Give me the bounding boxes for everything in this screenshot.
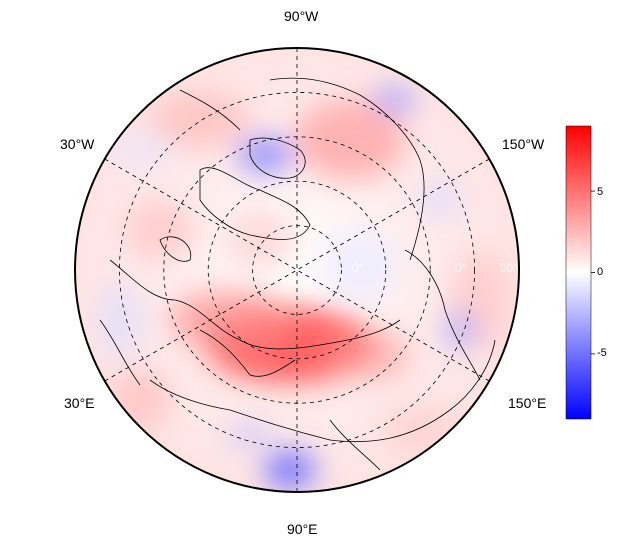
colorbar — [565, 125, 595, 420]
lon-label-150e: 150°E — [508, 395, 547, 411]
lon-label-30w: 30°W — [60, 136, 95, 152]
colorbar-gradient — [565, 125, 592, 420]
inner-faint-label-1: 0° — [352, 261, 364, 275]
latitude-circle-4 — [118, 91, 476, 449]
latitude-circle-2 — [207, 180, 387, 360]
colorbar-tick-label-minus5: -5 — [597, 347, 607, 359]
meridian-line-3 — [104, 158, 490, 382]
map-boundary — [74, 47, 520, 493]
lon-label-150w: 150°W — [502, 136, 545, 152]
graticule — [104, 48, 490, 492]
anomaly-field — [75, 48, 519, 492]
inner-faint-label-3: 50° — [500, 261, 519, 275]
lon-label-90w: 90°W — [284, 8, 319, 24]
coastlines — [99, 77, 496, 471]
lon-label-30e: 30°E — [64, 395, 95, 411]
lon-label-90e: 90°E — [287, 521, 318, 537]
colorbar-tick-label-0: 0 — [597, 266, 604, 278]
meridian-line-2 — [104, 158, 490, 382]
inner-faint-label-2: 0° — [455, 261, 467, 275]
colorbar-tick-label-5: 5 — [597, 186, 604, 198]
